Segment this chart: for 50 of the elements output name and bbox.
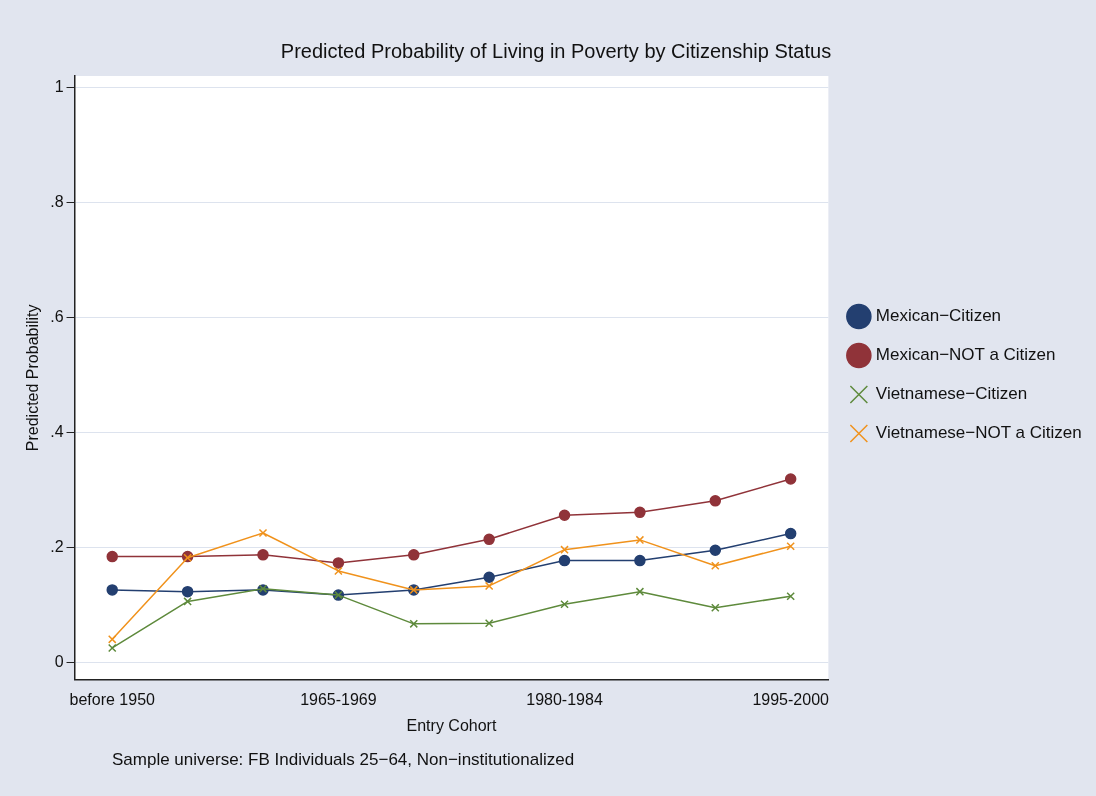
point <box>558 554 571 567</box>
x-axis-title: Entry Cohort <box>406 716 497 734</box>
point <box>257 549 269 561</box>
point <box>483 571 495 584</box>
point <box>784 527 797 540</box>
point <box>409 619 419 629</box>
y-axis-title: Predicted Probability <box>24 304 42 452</box>
x-tick-label: 1995-2000 <box>752 690 830 708</box>
point <box>709 544 722 557</box>
point <box>181 585 194 598</box>
point <box>634 506 646 519</box>
point <box>107 643 117 653</box>
point <box>711 603 720 613</box>
legend-label: Mexican−NOT a Citizen <box>875 345 1056 365</box>
legend-label: Vietnamese−Citizen <box>875 384 1028 404</box>
y-tick-label: 1 <box>54 77 64 95</box>
point <box>484 618 494 628</box>
point <box>711 561 720 571</box>
x-tick-label: 1965-1969 <box>300 690 377 708</box>
y-tick-label: .6 <box>50 307 64 325</box>
y-tick-label: .4 <box>50 422 64 440</box>
point <box>786 541 795 551</box>
point <box>709 495 722 507</box>
point <box>408 549 420 561</box>
point <box>258 528 268 538</box>
point <box>560 600 569 609</box>
legend-label: Vietnamese−NOT a Citizen <box>875 423 1082 443</box>
y-tick-label: .2 <box>50 537 64 555</box>
point <box>634 554 646 567</box>
point <box>635 587 645 596</box>
point <box>784 473 797 485</box>
y-tick-label: 0 <box>54 652 64 670</box>
point <box>106 550 118 563</box>
chart-title: Predicted Probability of Living in Poverty by Citizenship Status <box>280 39 832 62</box>
text: Sample universe: FB Individuals 25−64, Non−institutionalized <box>112 750 575 770</box>
x-tick-label: 1980-1984 <box>526 690 603 708</box>
point <box>483 533 495 546</box>
point <box>183 597 192 606</box>
point <box>334 566 343 576</box>
y-tick-label: .8 <box>50 192 64 210</box>
point <box>635 535 645 545</box>
point <box>560 545 569 554</box>
point <box>107 635 117 644</box>
point <box>106 584 118 596</box>
point <box>558 509 571 521</box>
x-tick-label: before 1950 <box>69 690 156 708</box>
point <box>332 557 345 569</box>
point <box>484 581 494 591</box>
legend-label: Mexican−Citizen <box>875 306 1002 326</box>
point <box>786 591 795 601</box>
